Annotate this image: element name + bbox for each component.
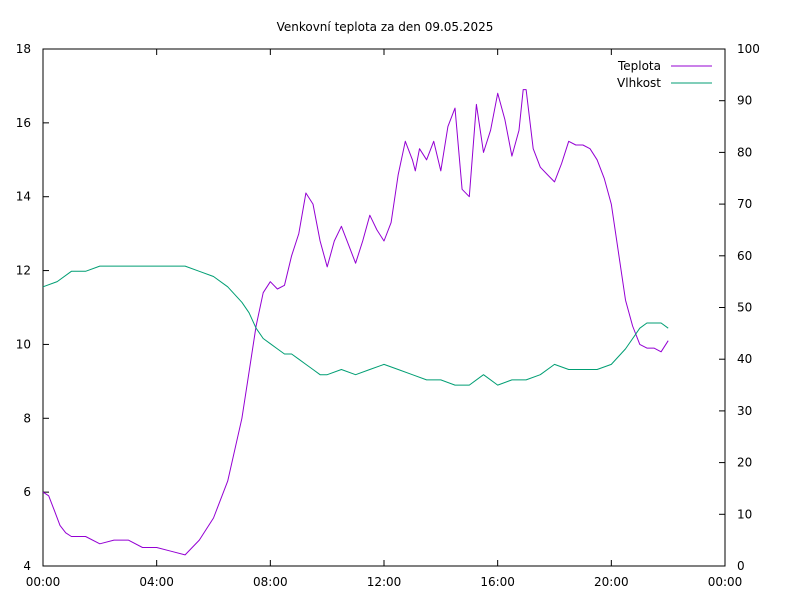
legend-label-teplota: Teplota [617, 59, 661, 73]
series-line-teplota [42, 89, 669, 556]
y2-tick-label: 0 [737, 559, 745, 573]
x-tick-label: 08:00 [253, 575, 288, 589]
plot-frame [42, 48, 726, 567]
y2-tick-label: 70 [737, 197, 752, 211]
ticks-layer: 00:00 04:00 08:00 12:00 16:00 20:00 00:00 4 6 8 10… [16, 42, 760, 589]
y1-tick-label: 8 [23, 411, 31, 425]
y2-tick-label: 80 [737, 145, 752, 159]
y2-tick-label: 50 [737, 301, 752, 315]
x-tick-label: 12:00 [367, 575, 402, 589]
y1-tick-label: 4 [23, 559, 31, 573]
y2-tick-label: 60 [737, 249, 752, 263]
y1-tick-label: 18 [16, 42, 31, 56]
x-tick-label: 16:00 [480, 575, 515, 589]
series-line-vlhkost [42, 265, 669, 386]
y1-tick-label: 16 [16, 116, 31, 130]
x-tick-label: 00:00 [708, 575, 743, 589]
x-tick-label: 00:00 [26, 575, 61, 589]
y2-tick-label: 100 [737, 42, 760, 56]
y2-tick-label: 10 [737, 507, 752, 521]
legend: Teplota Vlhkost [617, 59, 712, 90]
series-layer [42, 89, 669, 556]
y1-tick-label: 6 [23, 485, 31, 499]
chart-title: Venkovní teplota za den 09.05.2025 [277, 20, 494, 34]
x-tick-label: 20:00 [594, 575, 629, 589]
y1-tick-label: 12 [16, 264, 31, 278]
y1-tick-label: 14 [16, 190, 31, 204]
y2-tick-label: 90 [737, 94, 752, 108]
x-tick-label: 04:00 [139, 575, 174, 589]
y2-tick-label: 30 [737, 404, 752, 418]
legend-label-vlhkost: Vlhkost [617, 76, 661, 90]
y1-tick-label: 10 [16, 337, 31, 351]
y2-tick-label: 40 [737, 352, 752, 366]
y2-tick-label: 20 [737, 456, 752, 470]
